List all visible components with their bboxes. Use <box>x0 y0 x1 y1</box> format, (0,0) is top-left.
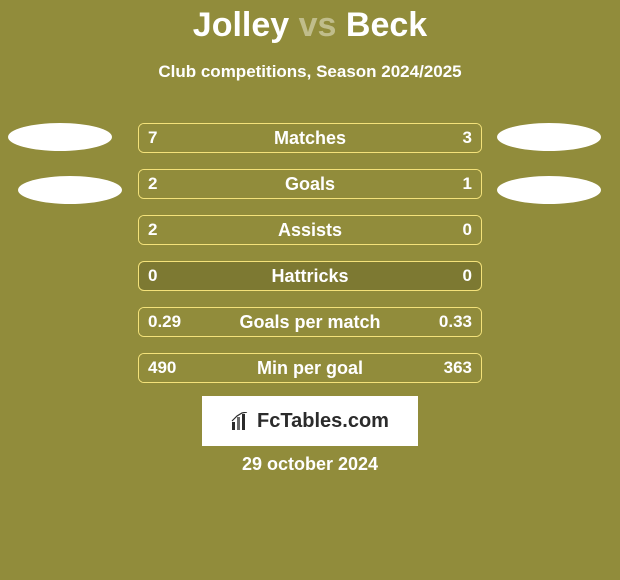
stat-bar-left-fill <box>139 170 367 198</box>
vs-separator: vs <box>299 6 337 44</box>
card-subtitle: Club competitions, Season 2024/2025 <box>0 62 620 82</box>
player1-name: Jolley <box>193 6 289 44</box>
player2-name: Beck <box>346 6 427 44</box>
stat-bar-right-fill <box>335 354 481 382</box>
avatar-placeholder-1 <box>8 123 112 151</box>
stat-bar-right-fill <box>378 124 481 152</box>
avatar-placeholder-4 <box>497 176 601 204</box>
card-title: Jolley vs Beck <box>0 6 620 45</box>
stat-bar-left-fill <box>139 124 378 152</box>
stat-bar <box>138 307 482 337</box>
card-date: 29 october 2024 <box>0 454 620 475</box>
avatar-placeholder-2 <box>18 176 122 204</box>
logo-text: FcTables.com <box>257 410 389 433</box>
stat-bar-left-fill <box>139 354 335 382</box>
stat-bar-right-fill <box>299 308 481 336</box>
stat-row: Goals per match0.290.33 <box>0 307 620 337</box>
logo-bars-icon <box>231 412 251 430</box>
stat-bar-right-fill <box>367 170 481 198</box>
comparison-card: Jolley vs Beck Club competitions, Season… <box>0 0 620 580</box>
stat-bar-left-fill <box>139 308 299 336</box>
stat-bar <box>138 215 482 245</box>
stat-bar-left-fill <box>139 216 481 244</box>
stat-row: Min per goal490363 <box>0 353 620 383</box>
stat-bar <box>138 353 482 383</box>
stat-bar <box>138 123 482 153</box>
stat-bar <box>138 261 482 291</box>
stat-bar <box>138 169 482 199</box>
avatar-placeholder-3 <box>497 123 601 151</box>
stat-row: Assists20 <box>0 215 620 245</box>
stat-row: Hattricks00 <box>0 261 620 291</box>
logo-box: FcTables.com <box>202 396 418 446</box>
